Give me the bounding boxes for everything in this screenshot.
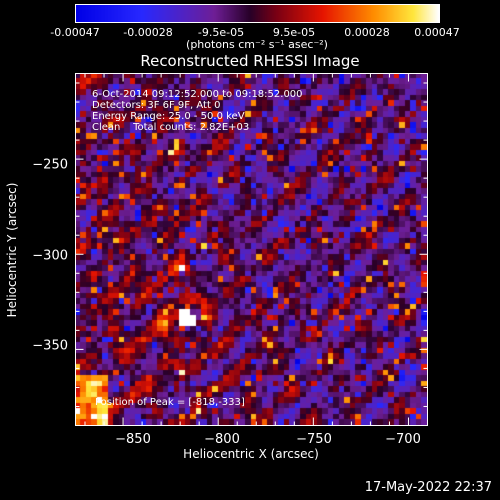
info-total-counts: Clean Total counts: 2.82E+03 (92, 122, 250, 133)
y-tick-label: −300 (32, 248, 68, 264)
x-tick-label: −750 (296, 432, 332, 447)
chart-title: Reconstructed RHESSI Image (140, 52, 360, 70)
x-tick-label: −700 (385, 432, 421, 447)
colorbar (75, 4, 440, 23)
peak-position-label: Position of Peak = [-818,-333] (95, 397, 245, 408)
colorbar-tick: 9.5e-05 (272, 26, 316, 39)
colorbar-tick: 0.00028 (344, 26, 390, 39)
colorbar-tick: -0.00028 (123, 26, 173, 39)
y-tick-label: −350 (32, 338, 68, 354)
x-axis-label: Heliocentric X (arcsec) (183, 447, 319, 461)
y-tick-label: −250 (32, 157, 68, 173)
info-time-range: 6-Oct-2014 09:12:52.000 to 09:18:52.000 (92, 89, 303, 100)
colorbar-unit-label: (photons cm⁻² s⁻¹ asec⁻²) (186, 38, 328, 51)
colorbar-tick: -0.00047 (50, 26, 100, 39)
heatmap-image (75, 73, 427, 425)
info-detectors: Detectors: 3F 6F 9F, Att 0 (92, 100, 221, 111)
colorbar-tick: -9.5e-05 (197, 26, 245, 39)
info-energy-range: Energy Range: 25.0 - 50.0 keV (92, 111, 245, 122)
y-axis-label: Heliocentric Y (arcsec) (5, 182, 19, 318)
colorbar-tick: 0.00047 (414, 26, 460, 39)
x-tick-label: −850 (115, 432, 151, 447)
x-tick-label: −800 (204, 432, 240, 447)
timestamp: 17-May-2022 22:37 (364, 480, 492, 495)
